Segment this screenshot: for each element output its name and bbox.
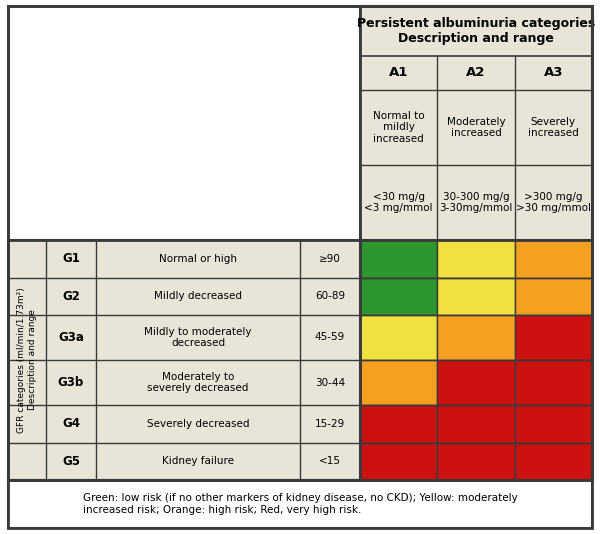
Text: Moderately to
severely decreased: Moderately to severely decreased xyxy=(148,372,248,394)
Bar xyxy=(515,405,592,443)
Text: <30 mg/g
<3 mg/mmol: <30 mg/g <3 mg/mmol xyxy=(364,192,433,213)
Bar xyxy=(437,278,515,315)
Text: G2: G2 xyxy=(62,290,80,303)
Text: <15: <15 xyxy=(319,456,341,466)
Text: >300 mg/g
>30 mg/mmol: >300 mg/g >30 mg/mmol xyxy=(516,192,591,213)
Bar xyxy=(360,278,437,315)
Text: G1: G1 xyxy=(62,252,80,265)
Text: A3: A3 xyxy=(544,67,563,80)
Bar xyxy=(515,278,592,315)
Text: 60-89: 60-89 xyxy=(315,291,345,301)
Text: Kidney failure: Kidney failure xyxy=(162,456,234,466)
Text: A1: A1 xyxy=(389,67,409,80)
Text: Green: low risk (if no other markers of kidney disease, no CKD); Yellow: moderat: Green: low risk (if no other markers of … xyxy=(83,493,517,515)
Bar xyxy=(8,6,360,240)
Bar xyxy=(515,360,592,405)
Bar xyxy=(437,360,515,405)
Text: Persistent albuminuria categories
Description and range: Persistent albuminuria categories Descri… xyxy=(357,17,595,45)
Text: Moderately
increased: Moderately increased xyxy=(446,117,505,138)
Text: 45-59: 45-59 xyxy=(315,333,345,342)
Text: Severely decreased: Severely decreased xyxy=(147,419,249,429)
Bar xyxy=(8,240,360,480)
Text: ≥90: ≥90 xyxy=(319,254,341,264)
Text: G5: G5 xyxy=(62,455,80,468)
Text: G3b: G3b xyxy=(58,376,84,389)
Bar xyxy=(437,443,515,480)
Bar xyxy=(8,6,592,480)
Bar xyxy=(515,315,592,360)
Bar xyxy=(360,240,437,278)
Bar xyxy=(360,315,437,360)
Text: Mildly decreased: Mildly decreased xyxy=(154,291,242,301)
Text: G4: G4 xyxy=(62,417,80,430)
Bar xyxy=(8,480,592,528)
Bar xyxy=(437,315,515,360)
Bar xyxy=(437,405,515,443)
Bar xyxy=(8,240,360,480)
Text: A2: A2 xyxy=(466,67,485,80)
Bar xyxy=(360,443,437,480)
Text: GFR categories (ml/min/1.73m²)
Description and range: GFR categories (ml/min/1.73m²) Descripti… xyxy=(17,287,37,433)
Bar xyxy=(360,6,592,240)
Bar xyxy=(360,360,437,405)
Text: Mildly to moderately
decreased: Mildly to moderately decreased xyxy=(144,327,252,348)
Bar xyxy=(515,240,592,278)
Text: 30-44: 30-44 xyxy=(315,378,345,388)
Bar xyxy=(360,405,437,443)
Text: Severely
increased: Severely increased xyxy=(528,117,579,138)
Bar xyxy=(437,240,515,278)
Text: 30-300 mg/g
3-30mg/mmol: 30-300 mg/g 3-30mg/mmol xyxy=(439,192,512,213)
Bar xyxy=(360,240,592,480)
Text: G3a: G3a xyxy=(58,331,84,344)
Text: Normal to
mildly
increased: Normal to mildly increased xyxy=(373,111,424,144)
Bar xyxy=(515,443,592,480)
Text: 15-29: 15-29 xyxy=(315,419,345,429)
Text: Normal or high: Normal or high xyxy=(159,254,237,264)
